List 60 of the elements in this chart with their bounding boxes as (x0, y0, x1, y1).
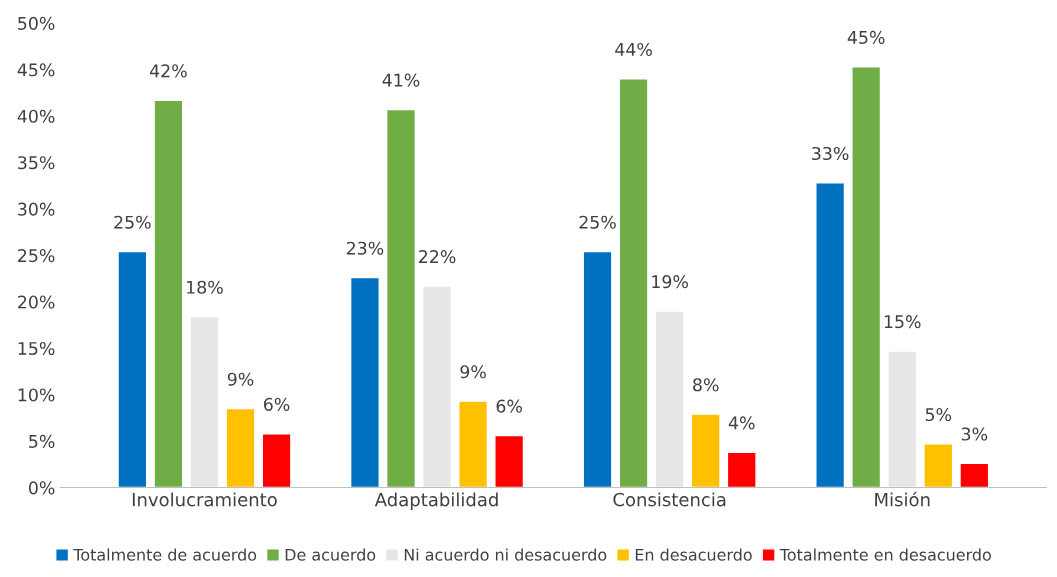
y-tick-label: 35% (18, 156, 55, 170)
bar (618, 78, 649, 488)
data-label: 8% (693, 378, 719, 392)
data-label: 19% (652, 275, 688, 289)
y-tick-label: 15% (18, 341, 55, 356)
y-tick-label: 40% (17, 109, 55, 123)
data-label: 41% (382, 73, 420, 87)
data-label: 22% (419, 250, 456, 264)
data-label: 5% (925, 407, 952, 422)
bar (261, 432, 292, 488)
bar (225, 407, 256, 488)
y-tick-label: 5% (29, 434, 55, 448)
x-tick-label: Adaptabilidad (374, 492, 498, 510)
data-label: 4% (728, 416, 755, 430)
legend-label: Ni acuerdo ni desacuerdo (404, 548, 607, 561)
bar (726, 451, 757, 488)
bar (153, 99, 184, 488)
data-label: 6% (264, 397, 290, 411)
y-tick-label: 20% (18, 295, 55, 309)
legend-label: Totalmente de acuerdo (73, 548, 257, 561)
y-tick-label: 50% (18, 16, 55, 30)
y-tick-label: 30% (18, 202, 55, 216)
data-label: 45% (847, 30, 885, 44)
data-label: 6% (496, 399, 522, 413)
bar (690, 413, 721, 488)
bar (117, 250, 148, 488)
data-label: 44% (615, 42, 652, 57)
data-label: 15% (884, 315, 921, 329)
bar (851, 66, 882, 488)
bar (887, 350, 918, 488)
bar (189, 315, 220, 488)
bar (385, 108, 416, 488)
data-label: 9% (227, 372, 254, 386)
data-label: 3% (961, 427, 988, 441)
data-label: 42% (149, 64, 187, 78)
data-label: 25% (114, 215, 151, 229)
data-label: 18% (187, 280, 223, 294)
bar (494, 434, 525, 488)
y-tick-label: 0% (28, 481, 55, 495)
legend-label: De acuerdo (285, 548, 376, 561)
x-tick-label: Consistencia (613, 492, 726, 507)
data-label: 23% (346, 241, 384, 255)
x-tick-label: Misión (875, 491, 930, 507)
y-tick-label: 45% (17, 63, 55, 77)
bar (815, 182, 846, 488)
bar (923, 443, 954, 488)
bar (458, 400, 489, 488)
legend-label: Totalmente en desacuerdo (779, 548, 991, 561)
bar (582, 250, 613, 488)
data-label: 9% (460, 365, 486, 379)
x-tick-label: Involucramiento (132, 492, 277, 507)
bar (422, 285, 453, 488)
data-label: 25% (579, 215, 616, 229)
y-tick-label: 10% (18, 388, 55, 402)
bar (349, 276, 380, 488)
bar (959, 462, 990, 488)
bar (654, 310, 685, 488)
data-label: 33% (812, 146, 849, 161)
legend-label: En desacuerdo (635, 548, 752, 561)
y-tick-label: 25% (18, 249, 55, 263)
